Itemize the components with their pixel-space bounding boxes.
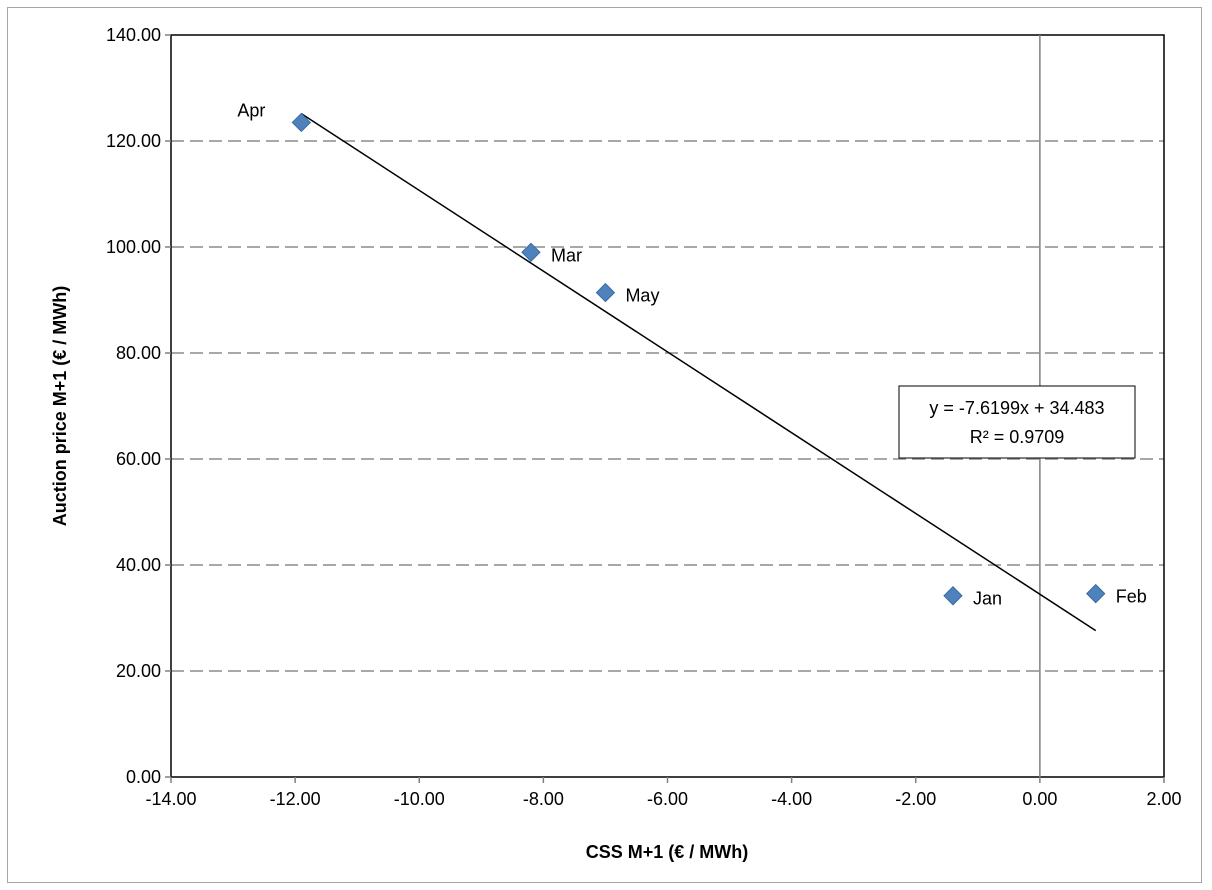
- y-tick-label: 80.00: [116, 343, 161, 363]
- x-tick-label: -2.00: [895, 789, 936, 809]
- y-tick-label: 20.00: [116, 661, 161, 681]
- trendline-equation: y = -7.6199x + 34.483: [929, 398, 1104, 418]
- y-tick-label: 140.00: [106, 25, 161, 45]
- x-axis-title: CSS M+1 (€ / MWh): [586, 842, 749, 862]
- data-point-jan: [943, 586, 963, 606]
- x-tick-label: -10.00: [394, 789, 445, 809]
- y-tick-label: 100.00: [106, 237, 161, 257]
- y-axis-title: Auction price M+1 (€ / MWh): [50, 286, 70, 527]
- x-tick-label: 0.00: [1022, 789, 1057, 809]
- trendline: [300, 113, 1097, 632]
- data-point-feb: [1086, 583, 1106, 604]
- data-points: [291, 112, 1106, 606]
- y-tick-label: 120.00: [106, 131, 161, 151]
- chart-frame: [7, 7, 1202, 883]
- x-tick-label: 2.00: [1146, 789, 1181, 809]
- x-tick-label: -8.00: [523, 789, 564, 809]
- y-tick-label: 40.00: [116, 555, 161, 575]
- x-tick-label: -6.00: [647, 789, 688, 809]
- x-tick-label: -12.00: [270, 789, 321, 809]
- trendline-group: [300, 113, 1097, 632]
- data-point-mar: [521, 242, 541, 263]
- x-tick-label: -4.00: [771, 789, 812, 809]
- tick-labels: -14.00 -12.00 -10.00 -8.00 -6.00 -4.00 -2.00 0.…: [106, 25, 1182, 809]
- point-label-may: May: [625, 286, 659, 306]
- trendline-equation-box: y = -7.6199x + 34.483 R² = 0.9709: [898, 385, 1136, 459]
- y-tick-label: 60.00: [116, 449, 161, 469]
- point-labels: Jan Feb Mar Apr May: [237, 100, 1146, 608]
- point-label-feb: Feb: [1116, 587, 1147, 607]
- x-tick-label: -14.00: [145, 789, 196, 809]
- point-label-jan: Jan: [973, 589, 1002, 609]
- data-point-may: [595, 282, 616, 303]
- y-tick-label: 0.00: [126, 767, 161, 787]
- data-point-apr: [291, 112, 312, 133]
- point-label-apr: Apr: [237, 100, 265, 120]
- grid-lines: [171, 140, 1164, 672]
- trendline-r-squared: R² = 0.9709: [970, 427, 1065, 447]
- point-label-mar: Mar: [551, 245, 582, 265]
